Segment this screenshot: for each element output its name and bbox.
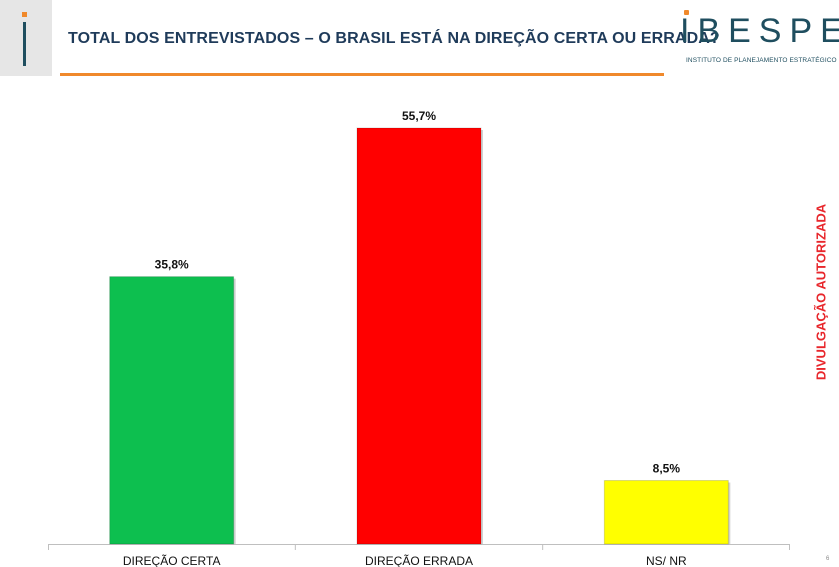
header-side-strip — [0, 0, 52, 76]
data-label: 35,8% — [155, 258, 189, 272]
category-label: DIREÇÃO CERTA — [123, 554, 221, 567]
bar — [356, 127, 482, 545]
data-label: 55,7% — [402, 109, 436, 123]
bar — [109, 276, 235, 545]
page-title: TOTAL DOS ENTREVISTADOS – O BRASIL ESTÁ … — [68, 30, 720, 47]
data-label: 8,5% — [653, 462, 681, 476]
logo-dot-icon — [684, 10, 689, 15]
logo-wordmark: IBESPE — [680, 12, 839, 50]
brand-mark-icon — [22, 12, 27, 66]
logo-tagline: INSTITUTO DE PLANEJAMENTO ESTRATÉGICO — [686, 57, 837, 64]
ibespe-logo: IBESPE INSTITUTO DE PLANEJAMENTO ESTRATÉ… — [680, 10, 839, 70]
title-underline — [60, 73, 664, 76]
authorization-note: DIVULGAÇÃO AUTORIZADA — [813, 203, 829, 381]
bar — [603, 480, 729, 545]
category-label: DIREÇÃO ERRADA — [365, 554, 473, 567]
category-label: NS/ NR — [646, 554, 687, 567]
page-number: 6 — [826, 556, 830, 562]
